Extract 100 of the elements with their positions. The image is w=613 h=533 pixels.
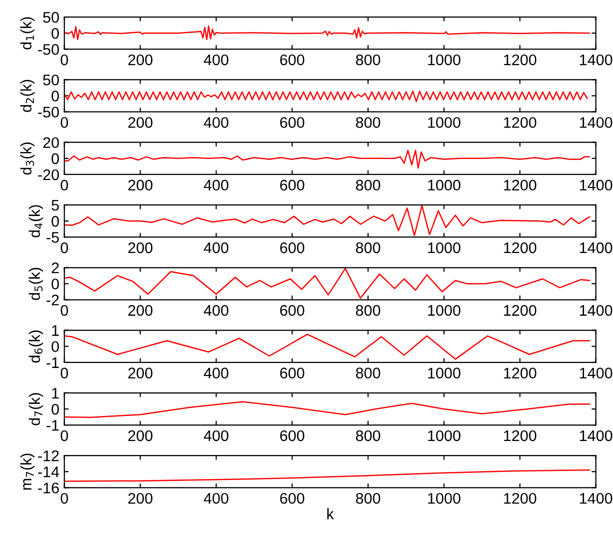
- x-tick-label: 0: [60, 242, 68, 254]
- x-tick-label: 1200: [504, 180, 536, 191]
- x-tick-label: 800: [356, 305, 380, 316]
- x-tick-label: 1200: [504, 54, 536, 66]
- y-tick-label: 0: [52, 216, 59, 227]
- x-tick-label: 600: [280, 180, 304, 191]
- x-tick-label: 200: [128, 242, 152, 254]
- x-tick-label: 800: [356, 368, 380, 378]
- x-tick-label: 200: [128, 305, 152, 316]
- x-tick-label: 600: [280, 305, 304, 316]
- x-tick-label: 1200: [504, 492, 536, 504]
- y-tick-label: 0: [52, 153, 59, 164]
- x-tick-label: 800: [356, 54, 380, 66]
- y-tick-label: 5: [52, 200, 59, 211]
- y-tick-label: 1: [52, 325, 59, 336]
- x-tick-label: 1000: [428, 54, 460, 66]
- x-tick-label: 800: [356, 180, 380, 191]
- x-tick-label: 800: [356, 242, 380, 254]
- x-axis-title: k: [327, 508, 334, 520]
- x-tick-label: 200: [128, 368, 152, 378]
- x-tick-label: 400: [204, 117, 228, 128]
- x-tick-label: 0: [60, 368, 68, 378]
- x-tick-label: 1000: [428, 430, 460, 442]
- y-tick-label: -14: [38, 466, 60, 478]
- y-tick-label: 0: [52, 28, 59, 39]
- x-tick-label: 400: [204, 54, 228, 66]
- y-tick-label: 50: [43, 12, 59, 23]
- x-tick-label: 1000: [428, 368, 460, 378]
- x-tick-label: 0: [60, 117, 68, 128]
- line-series: [64, 469, 590, 482]
- line-series: [64, 334, 590, 360]
- y-tick-label: -16: [38, 482, 59, 494]
- y-tick-label: 2: [52, 262, 59, 274]
- x-tick-label: 200: [128, 54, 152, 66]
- x-tick-label: 800: [356, 430, 380, 442]
- line-series: [64, 25, 590, 40]
- x-tick-label: 1000: [428, 305, 460, 316]
- y-tick-label: -1: [46, 357, 59, 368]
- x-tick-label: 800: [356, 492, 380, 504]
- x-tick-label: 600: [280, 492, 304, 504]
- x-tick-label: 1400: [580, 492, 612, 504]
- x-tick-label: 1400: [580, 430, 612, 442]
- x-tick-label: 1400: [580, 117, 612, 128]
- y-axis-title: d$_{4}$(k): [28, 205, 44, 238]
- x-tick-label: 400: [204, 492, 228, 504]
- y-axis-title: d$_{6}$(k): [28, 330, 44, 363]
- y-tick-label: -12: [38, 450, 59, 462]
- y-tick-label: -2: [46, 294, 59, 306]
- x-tick-label: 1000: [428, 117, 460, 128]
- x-tick-label: 0: [60, 430, 68, 442]
- x-tick-label: 400: [204, 180, 228, 191]
- x-tick-label: 600: [280, 430, 304, 442]
- x-tick-label: 1200: [504, 305, 536, 316]
- x-tick-label: 800: [356, 117, 380, 128]
- line-series: [64, 268, 590, 299]
- y-axis-title: d$_{5}$(k): [28, 268, 44, 300]
- y-tick-label: 0: [52, 278, 59, 290]
- y-tick-label: 50: [43, 74, 59, 86]
- x-tick-label: 400: [204, 430, 228, 442]
- y-tick-label: -20: [38, 169, 59, 180]
- y-axis-title: m$_{7}$(k): [20, 454, 35, 490]
- y-axis-title: d$_{7}$(k): [28, 393, 44, 426]
- x-tick-label: 1400: [580, 305, 612, 316]
- x-tick-label: 200: [128, 117, 152, 128]
- x-tick-label: 0: [60, 305, 68, 316]
- y-tick-label: 0: [52, 404, 59, 415]
- x-tick-label: 1200: [504, 242, 536, 254]
- x-tick-label: 1200: [504, 368, 536, 378]
- x-tick-label: 1400: [580, 242, 612, 254]
- line-series: [64, 205, 590, 236]
- y-tick-label: -1: [46, 420, 59, 431]
- line-series: [64, 90, 588, 102]
- x-tick-label: 200: [128, 180, 152, 191]
- x-tick-label: 1400: [580, 180, 612, 191]
- y-tick-label: -5: [46, 232, 59, 243]
- x-tick-label: 200: [128, 492, 152, 504]
- y-tick-label: 0: [52, 90, 59, 102]
- x-tick-label: 200: [128, 430, 152, 442]
- y-tick-label: 0: [52, 341, 59, 352]
- y-axis-title: d$_{3}$(k): [20, 142, 35, 175]
- x-tick-label: 400: [204, 305, 228, 316]
- x-tick-label: 600: [280, 117, 304, 128]
- x-tick-label: 400: [204, 242, 228, 254]
- x-tick-label: 400: [204, 368, 228, 378]
- x-tick-label: 600: [280, 54, 304, 66]
- x-tick-label: 0: [60, 54, 68, 66]
- y-tick-label: 1: [52, 388, 59, 398]
- x-tick-label: 1000: [428, 242, 460, 254]
- y-axis-title: d$_{1}$(k): [20, 17, 35, 50]
- x-tick-label: 1200: [504, 117, 536, 128]
- y-tick-label: -50: [38, 106, 59, 118]
- y-tick-label: -50: [38, 44, 59, 55]
- y-tick-label: 20: [43, 137, 59, 148]
- line-series: [64, 401, 590, 418]
- y-axis-title: d$_{2}$(k): [20, 80, 35, 112]
- x-tick-label: 1400: [580, 368, 612, 378]
- line-series: [64, 150, 590, 169]
- x-tick-label: 600: [280, 368, 304, 378]
- x-tick-label: 0: [60, 180, 68, 191]
- x-tick-label: 600: [280, 242, 304, 254]
